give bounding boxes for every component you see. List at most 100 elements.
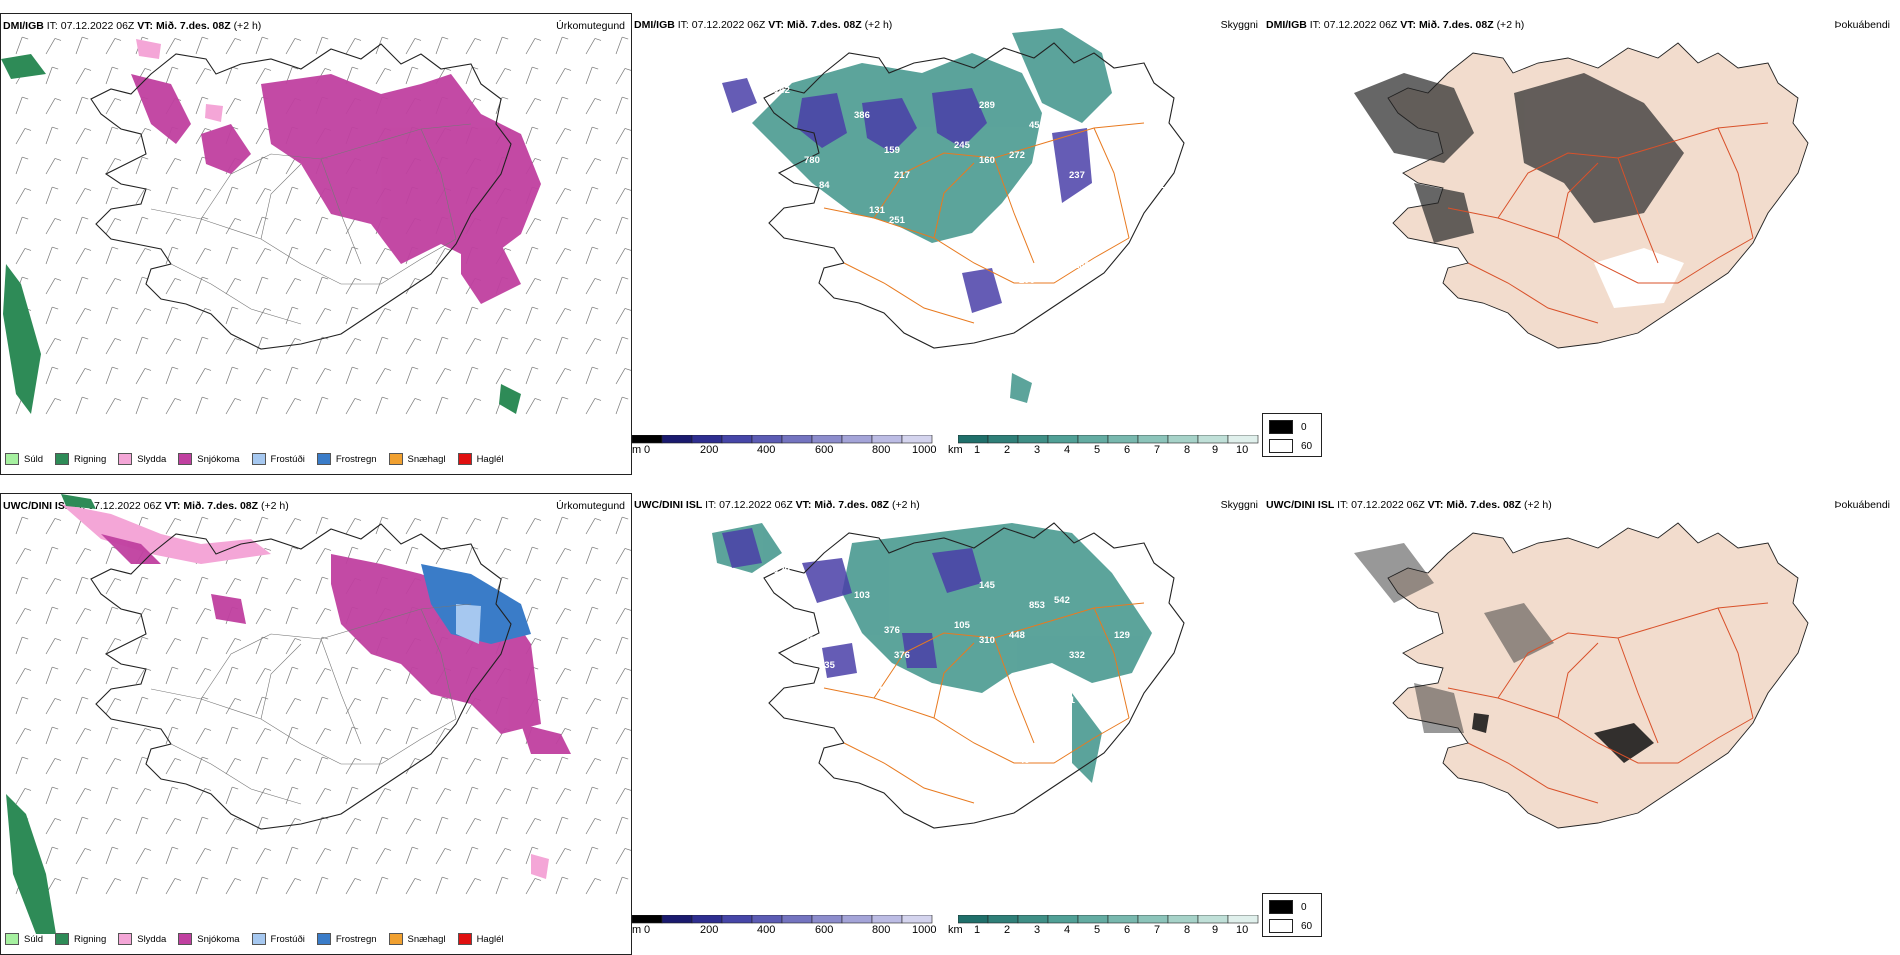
wind-barb-flag	[534, 758, 542, 761]
wind-barb	[525, 818, 536, 835]
wind-barb	[585, 158, 596, 175]
wind-barb	[375, 276, 383, 295]
wind-barb-flag	[324, 308, 332, 311]
wind-barb	[45, 38, 56, 55]
ceiling-field	[722, 78, 1092, 313]
wind-barb	[105, 758, 116, 775]
wind-barb-flag	[532, 246, 539, 250]
wind-barb	[555, 516, 563, 535]
wind-barb-flag	[114, 338, 122, 341]
wind-barb	[375, 848, 386, 865]
wind-barb	[315, 728, 326, 745]
wind-barb-flag	[594, 98, 602, 101]
wind-barb-flag	[262, 816, 269, 820]
ceiling-tick: 1000	[912, 444, 937, 456]
wind-barb	[585, 758, 596, 775]
wind-barb	[615, 396, 623, 415]
wind-barb	[165, 606, 173, 625]
iceland-roads	[823, 122, 1145, 324]
legend-item-snow: Snjókoma	[178, 933, 240, 945]
iceland-coast	[763, 42, 1185, 349]
wind-barb	[255, 188, 266, 205]
wind-barb-flag	[262, 636, 269, 640]
precip-snow-area	[131, 74, 541, 304]
wind-barb-flag	[144, 788, 152, 791]
wind-barb	[225, 578, 236, 595]
wind-barb-flag	[142, 276, 149, 280]
fog-field	[1354, 543, 1554, 733]
wind-barb	[75, 848, 86, 865]
wind-barb-flag	[84, 848, 92, 851]
wind-barb	[465, 546, 473, 565]
wind-barb-flag	[144, 608, 152, 611]
wind-barb-flag	[84, 308, 92, 311]
road-line	[1617, 157, 1659, 264]
wind-barb-flag	[142, 636, 149, 640]
road-line	[1093, 607, 1130, 719]
wind-barb-flag	[562, 636, 569, 640]
wind-barb	[255, 276, 263, 295]
wind-barb	[15, 756, 23, 775]
wind-barb-flag	[202, 336, 209, 340]
wind-barb	[405, 786, 413, 805]
wind-barb-flag	[232, 306, 239, 310]
wind-barb	[585, 218, 596, 235]
wind-barb-flag	[414, 818, 422, 821]
panel-title: Úrkomutegund	[556, 500, 625, 512]
scale-bin	[1167, 915, 1199, 924]
wind-barb-flag	[142, 756, 149, 760]
wind-barb	[315, 696, 323, 715]
wind-barb	[405, 758, 416, 775]
wind-barb-flag	[624, 788, 631, 791]
wind-barb-flag	[234, 338, 242, 341]
wind-barb-flag	[262, 276, 269, 280]
wind-barb-flag	[234, 38, 242, 41]
wind-barb-flag	[174, 278, 182, 281]
ceiling-label: 208	[1134, 165, 1150, 176]
scale-bin	[987, 435, 1019, 444]
ceiling-tick: 200	[700, 444, 719, 456]
wind-barb-flag	[592, 726, 599, 730]
wind-barb	[435, 36, 443, 55]
wind-barb-flag	[112, 606, 119, 610]
wind-barb	[405, 846, 413, 865]
road-line	[1447, 207, 1754, 284]
wind-barb-flag	[414, 878, 422, 881]
wind-barb-flag	[22, 696, 29, 700]
wind-barb	[105, 246, 113, 265]
wind-barb	[285, 818, 296, 835]
wind-barb-flag	[562, 876, 569, 880]
wind-barb	[225, 338, 236, 355]
ceiling-scale-bar	[632, 915, 933, 924]
wind-barb-flag	[234, 878, 242, 881]
wind-barb-flag	[352, 786, 359, 790]
ceiling-label: 853	[1029, 600, 1045, 611]
wind-barb-flag	[594, 578, 602, 581]
wind-barb-flag	[24, 608, 32, 611]
scale-bin	[1077, 915, 1109, 924]
wind-barb-flag	[264, 308, 272, 311]
wind-barb	[75, 156, 83, 175]
wind-barb-flag	[262, 36, 269, 40]
wind-barb	[255, 728, 266, 745]
wind-barb	[315, 788, 326, 805]
wind-barb-flag	[594, 398, 602, 401]
ceiling-label: 159	[884, 145, 900, 156]
wind-barb	[345, 666, 353, 685]
wind-barb	[15, 608, 26, 625]
wind-barb-flag	[414, 278, 422, 281]
wind-barb-flag	[354, 518, 362, 521]
wind-barb-flag	[562, 156, 569, 160]
vis-tick: 5	[1094, 444, 1101, 456]
wind-barb-flag	[114, 38, 122, 41]
wind-barb	[75, 216, 83, 235]
vis-tick: 10	[1236, 444, 1249, 456]
wind-barb	[135, 728, 146, 745]
wind-barb	[105, 186, 113, 205]
wind-barb	[255, 336, 263, 355]
wind-barb-flag	[202, 636, 209, 640]
scale-bin	[1047, 435, 1079, 444]
wind-barb	[585, 698, 596, 715]
panel-precip-type-dmi: DMI/IGB IT: 07.12.2022 06Z VT: Mið. 7.de…	[0, 13, 632, 475]
